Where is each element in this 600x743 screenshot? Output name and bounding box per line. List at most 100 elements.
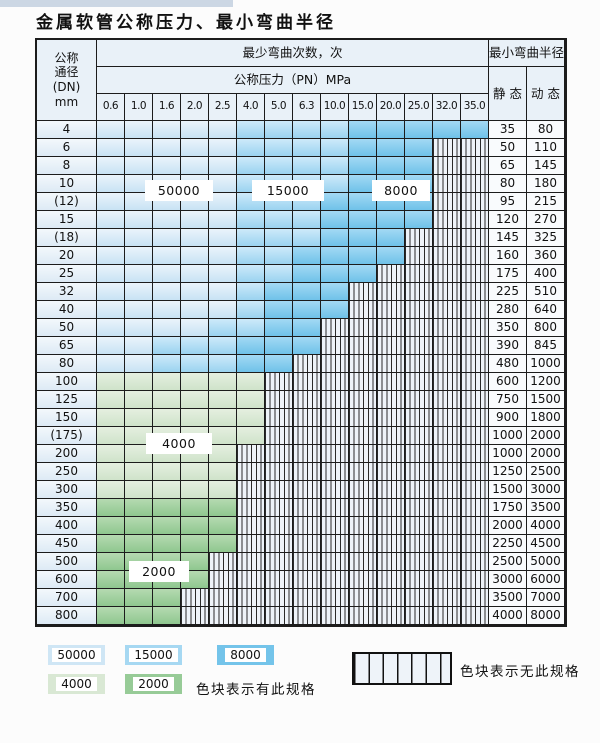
no-spec-cell (321, 337, 349, 355)
static-radius-cell: 1500 (489, 481, 527, 499)
spec-band-cell-50000 (97, 229, 125, 247)
no-spec-cell (461, 355, 489, 373)
no-spec-cell (349, 445, 377, 463)
spec-band-cell-4000 (97, 427, 125, 445)
no-spec-cell (293, 445, 321, 463)
no-spec-cell (349, 589, 377, 607)
spec-band-cell-4000 (125, 409, 153, 427)
spec-band-cell-50000 (97, 247, 125, 265)
static-radius-cell: 1000 (489, 445, 527, 463)
no-spec-cell (405, 319, 433, 337)
dynamic-radius-cell: 360 (527, 247, 565, 265)
no-spec-cell (321, 373, 349, 391)
spec-band-cell-50000 (97, 175, 125, 193)
spec-band-cell-8000 (377, 229, 405, 247)
static-radius-cell: 900 (489, 409, 527, 427)
spec-band-cell-50000 (181, 247, 209, 265)
static-radius-cell: 1750 (489, 499, 527, 517)
dn-cell: 700 (37, 589, 97, 607)
spec-band-cell-4000 (209, 373, 237, 391)
no-spec-cell (293, 553, 321, 571)
header-pressure-value: 32.0 (433, 94, 461, 121)
spec-band-cell-50000 (97, 157, 125, 175)
no-spec-cell (293, 535, 321, 553)
dn-cell: 10 (37, 175, 97, 193)
static-radius-cell: 95 (489, 193, 527, 211)
legend-swatch-15000: 15000 (125, 645, 182, 665)
spec-band-cell-50000 (97, 301, 125, 319)
dynamic-radius-cell: 800 (527, 319, 565, 337)
spec-band-cell-2000 (153, 589, 181, 607)
no-spec-cell (265, 499, 293, 517)
spec-band-cell-50000 (209, 193, 237, 211)
region-label-15000: 15000 (252, 180, 324, 201)
spec-band-cell-8000 (405, 139, 433, 157)
static-radius-cell: 3000 (489, 571, 527, 589)
spec-band-cell-15000 (265, 211, 293, 229)
no-spec-cell (321, 607, 349, 625)
spec-band-cell-50000 (153, 211, 181, 229)
spec-band-cell-8000 (349, 139, 377, 157)
spec-band-cell-4000 (125, 373, 153, 391)
no-spec-cell (265, 445, 293, 463)
no-spec-cell (349, 373, 377, 391)
no-spec-cell (209, 589, 237, 607)
static-radius-cell: 1250 (489, 463, 527, 481)
spec-band-cell-4000 (209, 445, 237, 463)
no-spec-cell (349, 301, 377, 319)
no-spec-cell (433, 337, 461, 355)
no-spec-cell (181, 607, 209, 625)
spec-band-cell-50000 (125, 265, 153, 283)
header-bend-radius: 最小弯曲半径 (489, 40, 565, 67)
no-spec-cell (293, 607, 321, 625)
header-pressure-value: 2.5 (209, 94, 237, 121)
spec-band-cell-50000 (97, 193, 125, 211)
dynamic-radius-cell: 1800 (527, 409, 565, 427)
spec-band-cell-50000 (153, 283, 181, 301)
spec-band-cell-4000 (125, 463, 153, 481)
spec-band-cell-50000 (209, 229, 237, 247)
spec-band-cell-2000 (181, 517, 209, 535)
no-spec-cell (209, 607, 237, 625)
no-spec-cell (377, 283, 405, 301)
spec-band-cell-50000 (97, 265, 125, 283)
header-pressure-value: 0.6 (97, 94, 125, 121)
spec-band-cell-50000 (209, 139, 237, 157)
spec-band-cell-4000 (153, 391, 181, 409)
spec-band-cell-8000 (321, 193, 349, 211)
spec-band-cell-15000 (293, 229, 321, 247)
spec-band-cell-15000 (293, 139, 321, 157)
dn-cell: 50 (37, 319, 97, 337)
no-spec-cell (377, 571, 405, 589)
spec-band-cell-8000 (321, 229, 349, 247)
dn-cell: 300 (37, 481, 97, 499)
spec-band-cell-8000 (321, 301, 349, 319)
spec-band-cell-2000 (97, 535, 125, 553)
no-spec-cell (461, 175, 489, 193)
dynamic-radius-cell: 1500 (527, 391, 565, 409)
spec-band-cell-2000 (97, 517, 125, 535)
dynamic-radius-cell: 180 (527, 175, 565, 193)
spec-band-cell-8000 (349, 121, 377, 139)
dn-cell: 65 (37, 337, 97, 355)
no-spec-cell (349, 553, 377, 571)
dn-cell: 40 (37, 301, 97, 319)
dn-cell: (175) (37, 427, 97, 445)
spec-band-cell-8000 (405, 121, 433, 139)
static-radius-cell: 120 (489, 211, 527, 229)
no-spec-cell (349, 427, 377, 445)
dynamic-radius-cell: 5000 (527, 553, 565, 571)
legend-swatch-8000: 8000 (217, 645, 274, 665)
header-pressure-value: 15.0 (349, 94, 377, 121)
spec-band-cell-50000 (181, 229, 209, 247)
spec-band-cell-8000 (461, 121, 489, 139)
no-spec-cell (433, 445, 461, 463)
no-spec-cell (433, 211, 461, 229)
spec-band-cell-50000 (125, 337, 153, 355)
spec-band-cell-4000 (97, 481, 125, 499)
dynamic-radius-cell: 7000 (527, 589, 565, 607)
spec-band-cell-8000 (293, 301, 321, 319)
spec-band-cell-2000 (153, 517, 181, 535)
spec-band-cell-8000 (405, 211, 433, 229)
header-pressure-value: 6.3 (293, 94, 321, 121)
